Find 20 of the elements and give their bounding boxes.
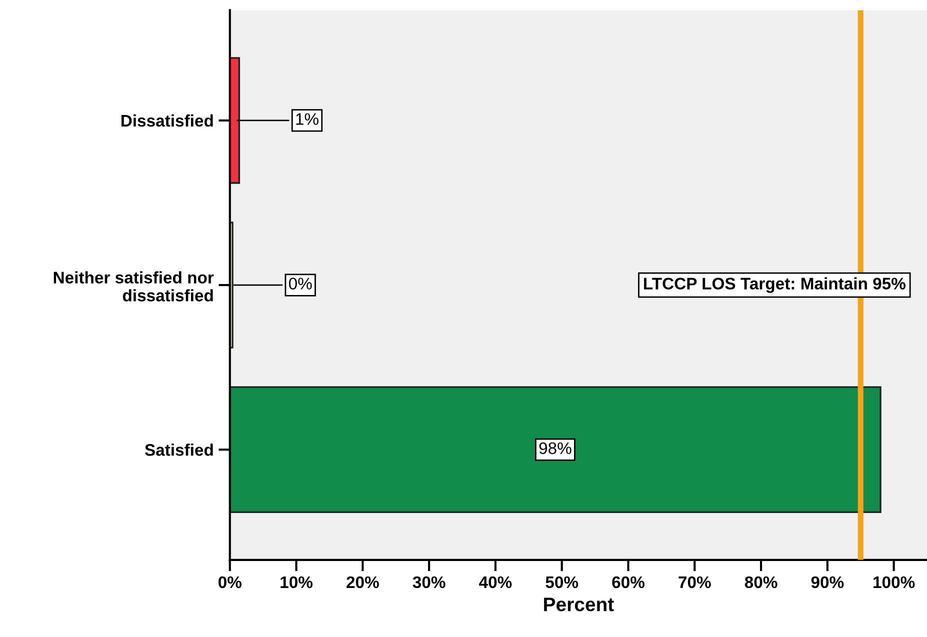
y-tick-label: Dissatisfied [121, 114, 213, 127]
x-tick-label: 70% [678, 576, 711, 588]
x-tick-label: 80% [744, 576, 778, 588]
x-tick-label: 60% [612, 576, 644, 588]
x-tick-label: 20% [346, 576, 379, 588]
ref-line-label: LTCCP LOS Target: Maintain 95% [644, 277, 906, 293]
data-label: 98% [539, 442, 572, 454]
x-tick-label: 40% [479, 576, 512, 588]
data-label: 0% [288, 278, 312, 290]
y-tick-label: Satisfied [144, 444, 213, 456]
bar [230, 386, 882, 514]
x-tick-label: 30% [412, 576, 446, 588]
x-tick-label: 0% [218, 576, 242, 588]
x-axis-title: Percent [544, 598, 614, 612]
data-label: 1% [296, 113, 318, 125]
x-tick-label: 50% [546, 576, 578, 588]
y-tick-label: Neither satisfied nor dissatisfied [54, 271, 214, 302]
x-tick-label: 90% [811, 576, 844, 588]
x-tick-label: 10% [280, 576, 313, 588]
x-tick-label: 100% [874, 576, 915, 588]
